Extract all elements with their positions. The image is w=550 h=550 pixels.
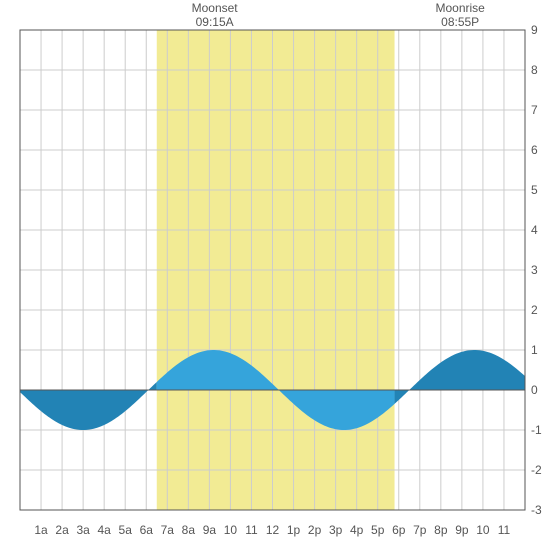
x-tick-label: 6a: [140, 523, 154, 537]
x-tick-label: 12: [266, 523, 280, 537]
moonset-time: 09:15A: [196, 15, 234, 29]
y-tick-label: 3: [531, 263, 538, 277]
y-tick-label: 4: [531, 223, 538, 237]
y-tick-label: 9: [531, 23, 538, 37]
x-tick-label: 3p: [329, 523, 343, 537]
x-tick-label: 9p: [455, 523, 469, 537]
y-tick-label: -2: [531, 463, 542, 477]
x-tick-label: 10: [224, 523, 238, 537]
x-tick-label: 9a: [203, 523, 217, 537]
y-tick-label: 0: [531, 383, 538, 397]
moonset-label: Moonset: [192, 1, 239, 15]
x-tick-label: 4a: [97, 523, 111, 537]
y-tick-label: 7: [531, 103, 538, 117]
x-tick-label: 2a: [55, 523, 69, 537]
x-tick-label: 11: [245, 523, 258, 537]
x-tick-label: 1p: [287, 523, 301, 537]
x-tick-label: 1a: [34, 523, 48, 537]
x-tick-label: 7p: [413, 523, 427, 537]
x-tick-label: 6p: [392, 523, 406, 537]
tide-area: [395, 350, 525, 404]
moonrise-label: Moonrise: [436, 1, 486, 15]
x-tick-label: 2p: [308, 523, 322, 537]
x-tick-label: 7a: [161, 523, 175, 537]
x-tick-label: 5a: [119, 523, 133, 537]
tide-chart: -3-2-101234567891a2a3a4a5a6a7a8a9a101112…: [0, 0, 550, 550]
x-tick-label: 4p: [350, 523, 364, 537]
x-tick-label: 11: [498, 523, 511, 537]
moonrise-time: 08:55P: [441, 15, 479, 29]
y-tick-label: 1: [531, 343, 538, 357]
x-tick-label: 10: [476, 523, 490, 537]
x-tick-label: 3a: [76, 523, 90, 537]
y-tick-label: 6: [531, 143, 538, 157]
x-tick-label: 8a: [182, 523, 196, 537]
tide-area: [20, 382, 157, 430]
y-tick-label: 2: [531, 303, 538, 317]
y-tick-label: 5: [531, 183, 538, 197]
x-tick-label: 8p: [434, 523, 448, 537]
x-tick-label: 5p: [371, 523, 385, 537]
y-tick-label: -3: [531, 503, 542, 517]
y-tick-label: 8: [531, 63, 538, 77]
y-tick-label: -1: [531, 423, 542, 437]
